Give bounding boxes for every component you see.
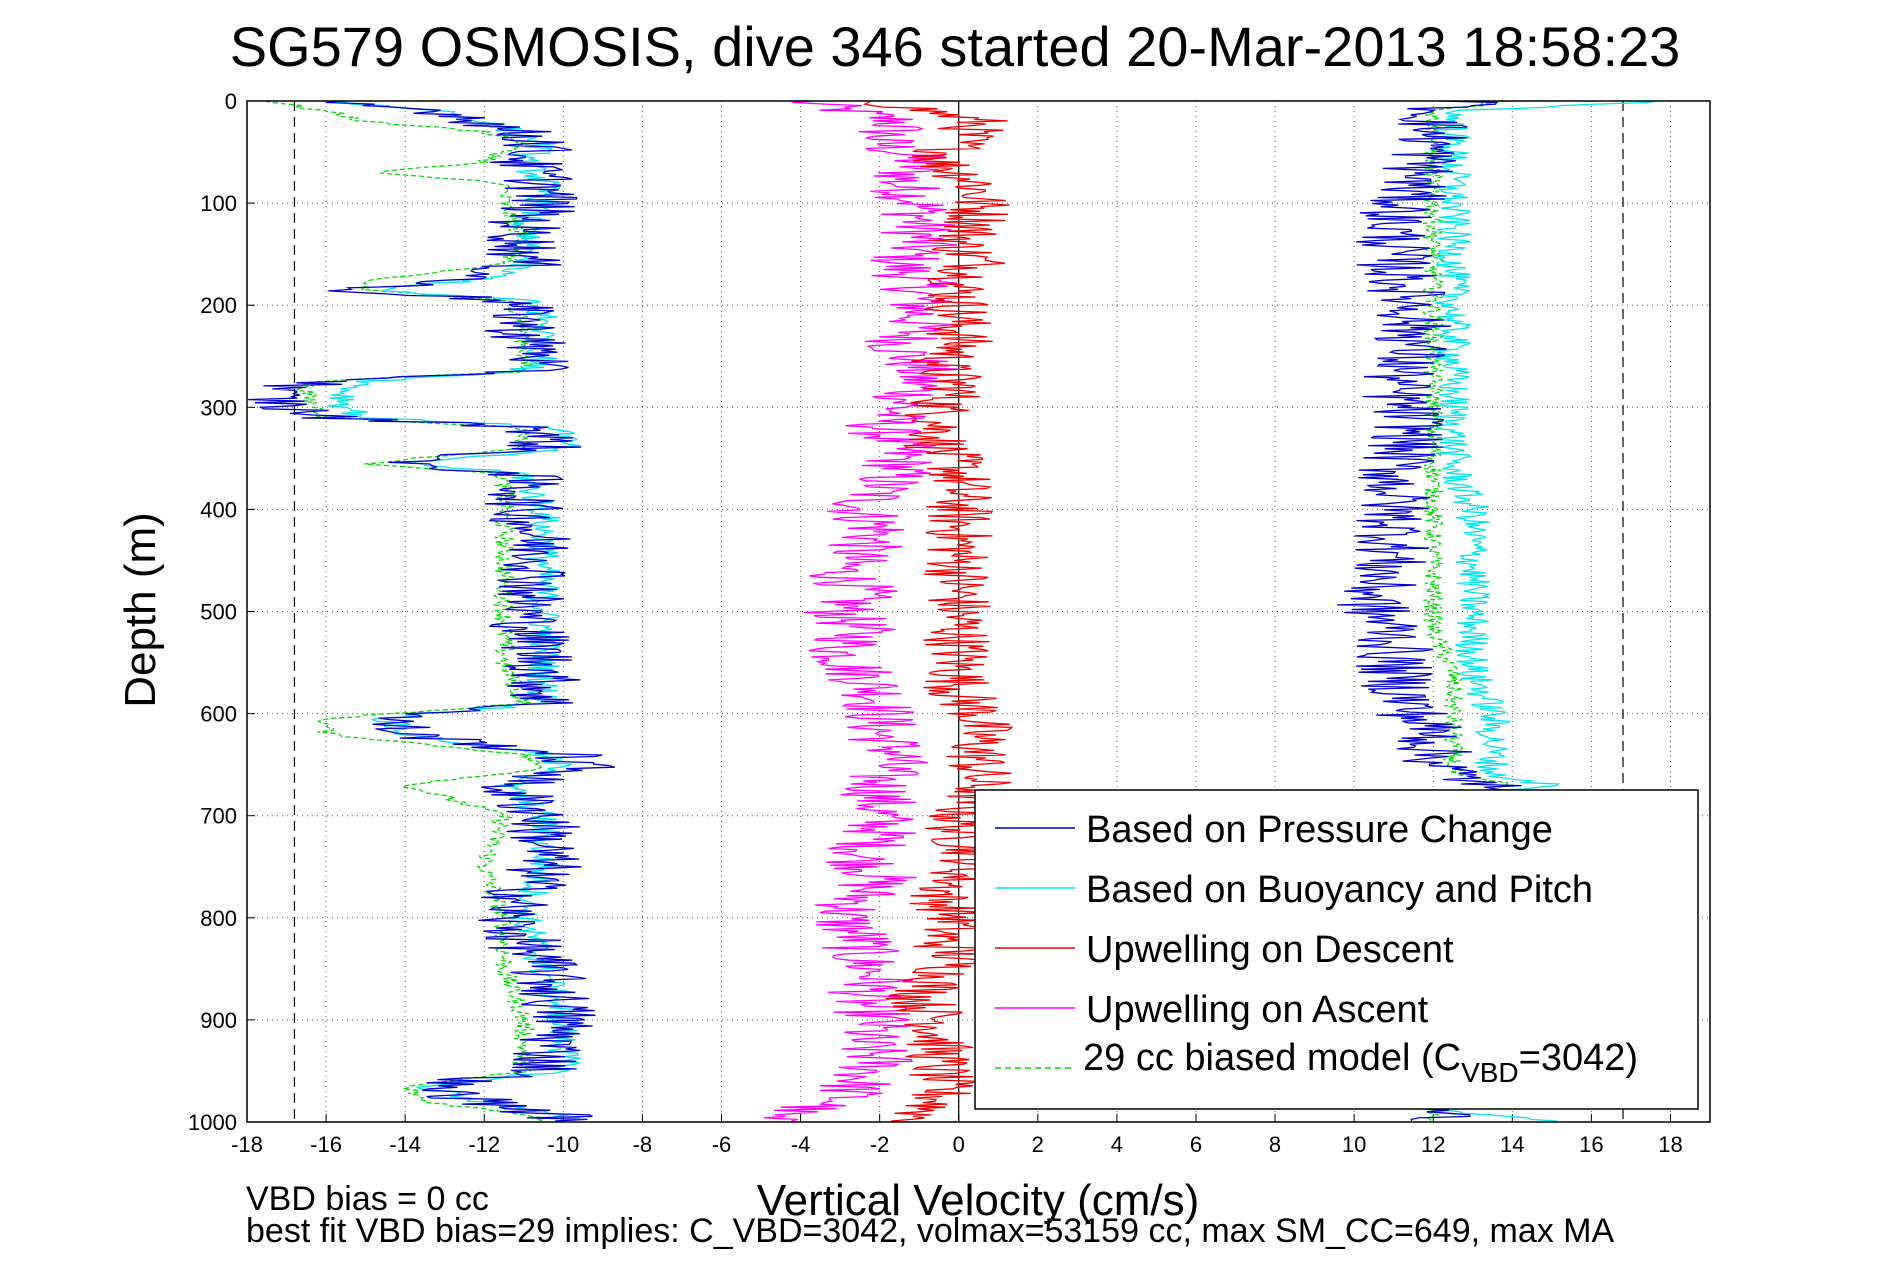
legend-model-prefix: 29 cc biased model (C — [1083, 1037, 1461, 1079]
legend-label-descent: Upwelling on Descent — [1086, 929, 1454, 971]
x-tick-label: 18 — [1658, 1132, 1682, 1157]
x-tick-label: -16 — [310, 1132, 342, 1157]
y-tick-label: 0 — [225, 89, 237, 114]
series-line-ascent-descent — [764, 100, 958, 1122]
x-tick-label: -8 — [633, 1132, 653, 1157]
chart-title: SG579 OSMOSIS, dive 346 started 20-Mar-2… — [230, 15, 1681, 78]
plot-frame — [246, 100, 1711, 1123]
y-axis-label: Depth (m) — [116, 512, 165, 708]
legend-label-ascent: Upwelling on Ascent — [1086, 989, 1429, 1031]
legend: Based on Pressure Change Based on Buoyan… — [974, 789, 1699, 1110]
series-line-model-ascent — [1422, 100, 1516, 1122]
y-tick-label: 200 — [200, 293, 237, 318]
x-tick-label: 2 — [1032, 1132, 1044, 1157]
x-tick-label: -6 — [712, 1132, 732, 1157]
x-tick-label: -14 — [389, 1132, 421, 1157]
x-tick-label: -2 — [870, 1132, 890, 1157]
y-tick-label: 400 — [200, 497, 237, 522]
y-tick-label: 700 — [200, 804, 237, 829]
series-line-model-descent — [264, 100, 545, 1122]
x-tick-label: -18 — [231, 1132, 263, 1157]
footnote-best-fit: best fit VBD bias=29 implies: C_VBD=3042… — [246, 1212, 1615, 1250]
y-tick-label: 600 — [200, 702, 237, 727]
legend-box — [974, 789, 1699, 1110]
x-tick-label: 8 — [1269, 1132, 1281, 1157]
series-line-descent-descent — [862, 100, 1014, 1122]
y-tick-label: 1000 — [188, 1110, 237, 1135]
x-tick-label: -12 — [468, 1132, 500, 1157]
legend-model-subscript: VBD — [1461, 1057, 1519, 1088]
y-tick-label: 300 — [200, 395, 237, 420]
y-tick-label: 500 — [200, 600, 237, 625]
x-tick-label: 10 — [1342, 1132, 1366, 1157]
y-tick-labels: 0 100 200 300 400 500 600 700 800 900 1000 — [188, 89, 237, 1135]
y-tick-label: 100 — [200, 191, 237, 216]
x-tick-label: 14 — [1500, 1132, 1524, 1157]
y-tick-label: 800 — [200, 906, 237, 931]
x-tick-label: -4 — [791, 1132, 811, 1157]
x-tick-labels: -18 -16 -14 -12 -10 -8 -6 -4 -2 0 2 4 6 8 10 12 14 16 18 — [231, 1132, 1683, 1157]
x-tick-label: 16 — [1579, 1132, 1603, 1157]
y-tick-label: 900 — [200, 1008, 237, 1033]
x-tick-label: -10 — [547, 1132, 579, 1157]
legend-label-model: 29 cc biased model (CVBD=3042) — [1083, 1037, 1638, 1088]
x-tick-label: 0 — [953, 1132, 965, 1157]
x-tick-label: 12 — [1421, 1132, 1445, 1157]
series-layer — [248, 100, 1658, 1122]
x-tick-label: 4 — [1111, 1132, 1123, 1157]
x-axis-label: Vertical Velocity (cm/s) — [757, 1176, 1200, 1225]
legend-label-pressure: Based on Pressure Change — [1086, 809, 1553, 851]
x-tick-label: 6 — [1190, 1132, 1202, 1157]
legend-label-buoyancy: Based on Buoyancy and Pitch — [1086, 869, 1593, 911]
footnote-vbd-bias: VBD bias = 0 cc — [246, 1180, 489, 1218]
legend-model-suffix: =3042) — [1519, 1037, 1638, 1079]
series-line-pressure-descent — [248, 100, 615, 1122]
